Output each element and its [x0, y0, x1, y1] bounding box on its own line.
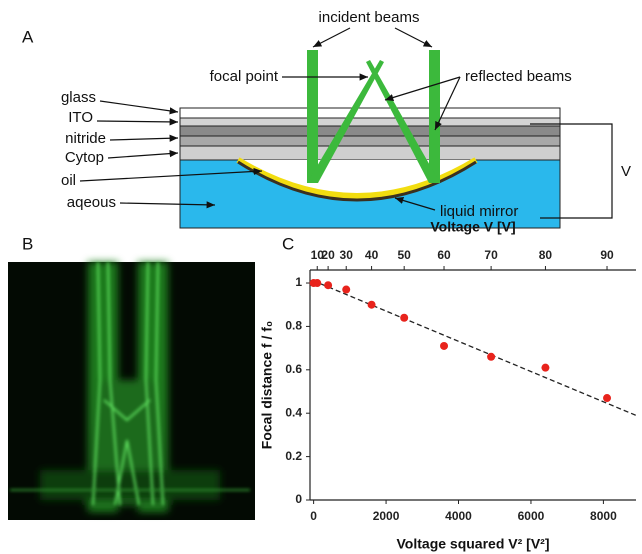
label: ITO	[68, 109, 93, 126]
panel-a: A incident beams focal point reflected b…	[22, 9, 631, 228]
label: Cytop	[65, 149, 104, 166]
data-point	[342, 286, 350, 294]
y-tick-label: 0.2	[285, 449, 302, 463]
y-axis-title: Focal distance f / f₀	[259, 321, 275, 449]
trend-line	[314, 281, 636, 416]
y-tick-label: 0.6	[285, 362, 302, 376]
label: oil	[61, 172, 76, 189]
y-tick-label: 0.8	[285, 319, 302, 333]
x2-tick-label: 30	[340, 248, 354, 262]
x-tick-label: 6000	[518, 509, 545, 523]
x-axis-title: Voltage squared V² [V²]	[397, 536, 550, 552]
x2-tick-label: 60	[437, 248, 451, 262]
y-tick-label: 1	[295, 275, 302, 289]
label: focal point	[210, 68, 279, 85]
x-tick-label: 2000	[373, 509, 400, 523]
x-tick-label: 4000	[445, 509, 472, 523]
figure: A incident beams focal point reflected b…	[0, 0, 642, 554]
panel-letter: B	[22, 234, 33, 253]
panel-letter: A	[22, 27, 34, 46]
nitride-layer	[180, 126, 560, 136]
data-point	[368, 301, 376, 309]
data-point	[487, 353, 495, 361]
data-point	[324, 281, 332, 289]
glass-layer	[180, 108, 560, 118]
data-point	[313, 279, 321, 287]
data-point	[603, 394, 611, 402]
x2-tick-label: 20	[321, 248, 335, 262]
incident-beam	[307, 50, 318, 183]
cytop-layer	[180, 146, 560, 160]
label: glass	[61, 89, 96, 106]
label: reflected beams	[465, 68, 572, 85]
data-point	[400, 314, 408, 322]
x2-axis-title: Voltage V [V]	[430, 219, 515, 235]
incident-beam	[429, 50, 440, 183]
nitride-layer	[180, 136, 560, 146]
x2-tick-label: 80	[539, 248, 553, 262]
label: aqeous	[67, 194, 116, 211]
x2-tick-label: 90	[600, 248, 614, 262]
data-point	[541, 364, 549, 372]
x-tick-label: 0	[310, 509, 317, 523]
panel-c: C Voltage V [V] Voltage squared V² [V²] …	[259, 219, 636, 552]
label: V	[621, 163, 631, 180]
y-tick-label: 0.4	[285, 405, 302, 419]
x2-tick-label: 50	[397, 248, 411, 262]
x2-tick-label: 70	[484, 248, 498, 262]
x-tick-label: 8000	[590, 509, 617, 523]
label: nitride	[65, 130, 106, 147]
panel-letter: C	[282, 234, 294, 253]
panel-b: B	[8, 234, 255, 520]
label: liquid mirror	[440, 203, 518, 220]
data-point	[440, 342, 448, 350]
y-tick-label: 0	[295, 492, 302, 506]
label: incident beams	[319, 9, 420, 26]
x2-tick-label: 40	[365, 248, 379, 262]
ito-layer	[180, 118, 560, 126]
